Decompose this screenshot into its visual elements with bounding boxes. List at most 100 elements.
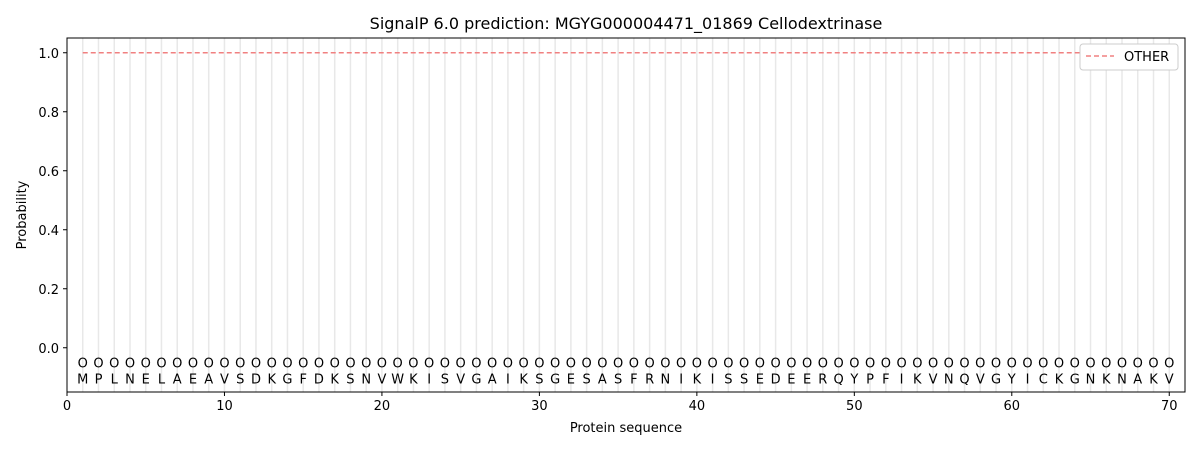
residue-label: S: [441, 373, 449, 388]
residue-label: K: [267, 373, 276, 388]
predicted-label: O: [707, 357, 717, 372]
predicted-label: O: [1133, 357, 1143, 372]
predicted-label: O: [408, 357, 418, 372]
predicted-label: O: [456, 357, 466, 372]
residue-label: N: [361, 373, 371, 388]
legend-label-other: OTHER: [1124, 50, 1169, 65]
predicted-label: O: [330, 357, 340, 372]
x-tick-label: 10: [216, 399, 233, 414]
predicted-label: O: [928, 357, 938, 372]
predicted-label: O: [424, 357, 434, 372]
residue-label: S: [346, 373, 354, 388]
x-tick-label: 20: [374, 399, 391, 414]
predicted-label: O: [219, 357, 229, 372]
predicted-label: O: [723, 357, 733, 372]
predicted-label: O: [156, 357, 166, 372]
residue-label: K: [693, 373, 702, 388]
y-tick-label: 0.4: [38, 224, 59, 239]
residue-label: N: [660, 373, 670, 388]
predicted-label: O: [660, 357, 670, 372]
predicted-label: O: [125, 357, 135, 372]
predicted-label: O: [833, 357, 843, 372]
y-tick-label: 0.2: [38, 283, 59, 298]
predicted-label: O: [377, 357, 387, 372]
predicted-label: O: [471, 357, 481, 372]
y-tick-label: 0.8: [38, 106, 59, 121]
predicted-label: O: [251, 357, 261, 372]
predicted-label: O: [676, 357, 686, 372]
residue-label: L: [111, 373, 119, 388]
residue-label: S: [740, 373, 748, 388]
x-tick-label: 60: [1004, 399, 1021, 414]
residue-label: K: [1055, 373, 1064, 388]
predicted-label: O: [566, 357, 576, 372]
predicted-label: O: [235, 357, 245, 372]
predicted-label: O: [786, 357, 796, 372]
predicted-label: O: [1038, 357, 1048, 372]
predicted-label: O: [692, 357, 702, 372]
residue-label: F: [299, 373, 306, 388]
residue-label: I: [900, 373, 904, 388]
predicted-label: O: [975, 357, 985, 372]
chart-title: SignalP 6.0 prediction: MGYG000004471_01…: [370, 14, 883, 34]
predicted-label: O: [1007, 357, 1017, 372]
residue-label: P: [866, 373, 874, 388]
predicted-label: O: [597, 357, 607, 372]
residue-label: Y: [849, 373, 858, 388]
y-tick-label: 0.6: [38, 165, 59, 180]
predicted-label: O: [739, 357, 749, 372]
predicted-label: O: [361, 357, 371, 372]
residue-label: Y: [1007, 373, 1016, 388]
predicted-label: O: [204, 357, 214, 372]
residue-label: V: [929, 373, 938, 388]
residue-label: W: [391, 373, 404, 388]
predicted-label: O: [755, 357, 765, 372]
predicted-label: O: [881, 357, 891, 372]
legend-box: [1079, 43, 1179, 71]
predicted-label: O: [944, 357, 954, 372]
residue-label: D: [251, 373, 261, 388]
predicted-label: O: [345, 357, 355, 372]
predicted-label: O: [503, 357, 513, 372]
predicted-label: O: [314, 357, 324, 372]
residue-label: E: [567, 373, 575, 388]
residue-label: A: [598, 373, 607, 388]
residue-label: E: [189, 373, 197, 388]
residue-label: I: [711, 373, 715, 388]
predicted-label: O: [991, 357, 1001, 372]
predicted-label: O: [188, 357, 198, 372]
y-tick-label: 0.0: [38, 342, 59, 357]
predicted-label: O: [78, 357, 88, 372]
predicted-label: O: [141, 357, 151, 372]
residue-label: P: [95, 373, 103, 388]
residue-label: V: [456, 373, 465, 388]
residue-label: I: [506, 373, 510, 388]
predicted-label: O: [1101, 357, 1111, 372]
predicted-label: O: [487, 357, 497, 372]
predicted-label: O: [267, 357, 277, 372]
predicted-label: O: [896, 357, 906, 372]
residue-label: D: [771, 373, 781, 388]
x-axis-label: Protein sequence: [570, 421, 682, 436]
x-tick-label: 0: [63, 399, 71, 414]
y-axis-label: Probability: [15, 180, 30, 249]
residue-label: E: [787, 373, 795, 388]
residue-label: V: [1165, 373, 1174, 388]
residue-label: G: [1070, 373, 1080, 388]
residue-label: A: [173, 373, 182, 388]
predicted-label: O: [93, 357, 103, 372]
residue-label: M: [77, 373, 88, 388]
predicted-label: O: [802, 357, 812, 372]
residue-label: K: [330, 373, 339, 388]
residue-label: E: [803, 373, 811, 388]
x-tick-label: 40: [689, 399, 706, 414]
residue-label: I: [679, 373, 683, 388]
residue-label: G: [550, 373, 560, 388]
x-tick-label: 50: [846, 399, 863, 414]
residue-label: N: [125, 373, 135, 388]
residue-label: K: [1149, 373, 1158, 388]
residue-label: V: [377, 373, 386, 388]
predicted-label: O: [440, 357, 450, 372]
